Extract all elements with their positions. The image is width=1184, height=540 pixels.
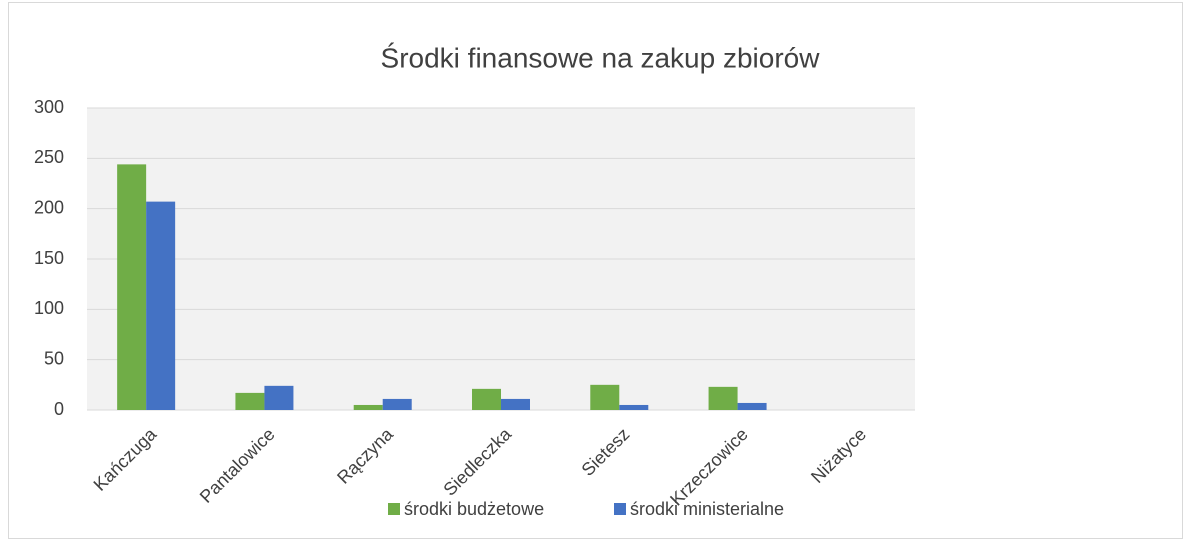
y-tick-label: 50: [44, 348, 64, 368]
bar: [235, 392, 265, 410]
bar: [146, 201, 176, 410]
y-tick-label: 150: [34, 248, 64, 268]
legend-label: środki budżetowe: [404, 499, 544, 519]
legend-swatch: [614, 503, 626, 515]
y-tick-label: 0: [54, 399, 64, 419]
bar: [472, 388, 501, 410]
y-tick-label: 100: [34, 298, 64, 318]
bar: [619, 404, 649, 410]
chart-title: Środki finansowe na zakup zbiorów: [381, 41, 821, 73]
bar: [708, 386, 738, 410]
legend-label: środki ministerialne: [630, 499, 784, 519]
bar: [737, 402, 767, 410]
y-tick-label: 300: [34, 97, 64, 117]
bar: [382, 398, 412, 410]
y-tick-label: 200: [34, 197, 64, 217]
bar: [353, 404, 383, 410]
legend-swatch: [388, 503, 400, 515]
bar: [264, 385, 294, 410]
bar: [501, 398, 530, 410]
bar: [590, 384, 620, 410]
bar: [117, 164, 147, 410]
y-tick-label: 250: [34, 147, 64, 167]
